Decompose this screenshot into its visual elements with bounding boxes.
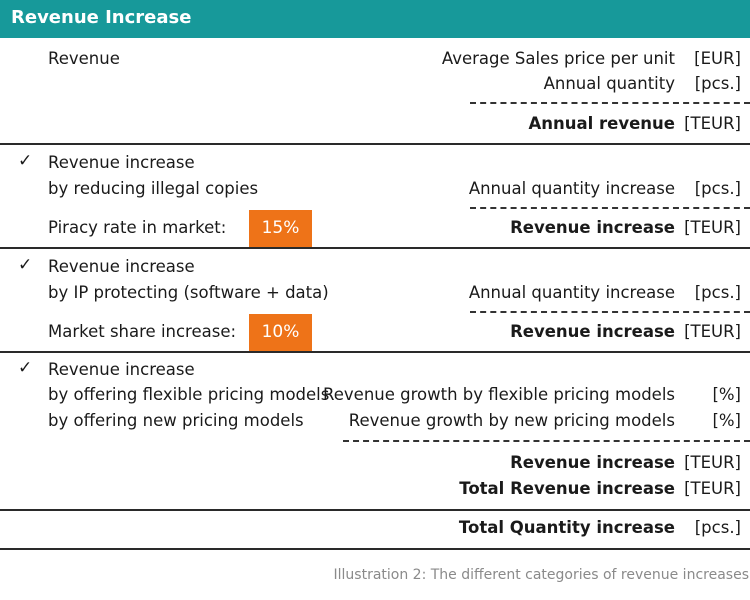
dashed-divider — [470, 311, 750, 313]
market-share-label: Market share increase: — [48, 322, 237, 341]
annual-quantity-text: Annual quantity — [543, 74, 675, 93]
piracy-rate-label: Piracy rate in market: — [48, 218, 227, 237]
ip-revenue-text: Revenue increase — [510, 322, 675, 341]
piracy-line2: by reducing illegal copies — [48, 179, 259, 198]
total-revenue-text: Total Revenue increase — [459, 479, 675, 498]
figure-caption: Illustration 2: The different categories… — [333, 567, 750, 583]
piracy-quantity-unit: [pcs.] — [694, 179, 741, 198]
piracy-line1: Revenue increase — [48, 153, 195, 172]
new-growth-unit: [%] — [712, 411, 741, 430]
pricing-line3: by offering new pricing models — [48, 411, 304, 430]
piracy-rate-badge: 15% — [249, 210, 312, 247]
header-bar: Revenue Increase — [0, 0, 750, 38]
flexible-growth-text: Revenue growth by flexible pricing model… — [323, 385, 675, 404]
pricing-line2: by offering flexible pricing models — [48, 385, 330, 404]
ip-line2: by IP protecting (software + data) — [48, 283, 329, 302]
pricing-revenue-unit: [TEUR] — [684, 453, 741, 472]
dashed-divider — [343, 440, 750, 442]
flexible-growth-unit: [%] — [712, 385, 741, 404]
section-divider — [0, 351, 750, 353]
section-divider — [0, 548, 750, 550]
dashed-divider — [470, 102, 750, 104]
annual-revenue-text: Annual revenue — [528, 114, 675, 133]
piracy-revenue-text: Revenue increase — [510, 218, 675, 237]
total-quantity-text: Total Quantity increase — [458, 518, 675, 537]
section-divider — [0, 143, 750, 145]
ip-line1: Revenue increase — [48, 257, 195, 276]
pricing-line1: Revenue increase — [48, 360, 195, 379]
page-title: Revenue Increase — [11, 7, 192, 28]
new-growth-text: Revenue growth by new pricing models — [348, 411, 675, 430]
piracy-revenue-unit: [TEUR] — [684, 218, 741, 237]
ip-quantity-unit: [pcs.] — [694, 283, 741, 302]
piracy-quantity-text: Annual quantity increase — [468, 179, 675, 198]
market-share-badge: 10% — [249, 314, 312, 351]
dashed-divider — [470, 207, 750, 209]
check-icon: ✓ — [18, 358, 33, 378]
check-icon: ✓ — [18, 255, 33, 275]
total-quantity-unit: [pcs.] — [694, 518, 741, 537]
total-revenue-unit: [TEUR] — [684, 479, 741, 498]
revenue-label: Revenue — [48, 49, 120, 68]
section-divider — [0, 247, 750, 249]
section-divider — [0, 509, 750, 511]
check-icon: ✓ — [18, 151, 33, 171]
annual-revenue-unit: [TEUR] — [684, 114, 741, 133]
annual-quantity-unit: [pcs.] — [694, 74, 741, 93]
avg-price-text: Average Sales price per unit — [441, 49, 675, 68]
ip-revenue-unit: [TEUR] — [684, 322, 741, 341]
pricing-revenue-text: Revenue increase — [510, 453, 675, 472]
avg-price-unit: [EUR] — [694, 49, 741, 68]
ip-quantity-text: Annual quantity increase — [468, 283, 675, 302]
